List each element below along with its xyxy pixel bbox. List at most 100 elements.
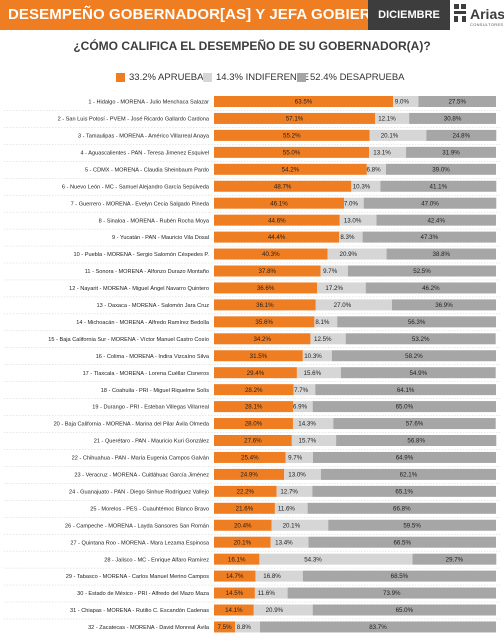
category-label: 4 - Aguascalientes - PAN - Teresa Jimene…: [80, 150, 209, 156]
bar-desaprueba: [380, 180, 497, 192]
bar-aprueba: [214, 96, 394, 107]
data-label-desaprueba: 47.0%: [421, 200, 439, 207]
category-label: 22 - Chihuahua - PAN - María Eugenia Cam…: [72, 456, 209, 462]
category-label: 23 - Veracruz - MORENA - Cuitláhuac Garc…: [74, 473, 209, 479]
data-label-desaprueba: 56.8%: [407, 438, 425, 445]
data-label-desaprueba: 47.3%: [421, 234, 439, 241]
category-label: 17 - Tlaxcala - MORENA - Lorena Cuéllar …: [83, 371, 210, 377]
category-label: 16 - Colima - MORENA - Indira Vizcaíno S…: [96, 354, 210, 360]
bar-aprueba: [214, 316, 315, 328]
bar-indiferente: [315, 299, 392, 311]
category-label: 11 - Sonora - MORENA - Alfonzo Durazo Mo…: [85, 269, 209, 275]
data-label-desaprueba: 42.4%: [427, 217, 445, 224]
bar-indiferente: [253, 604, 313, 616]
data-label-desaprueba: 59.5%: [403, 522, 421, 529]
arias-logo: Arias CONSULTORES: [452, 1, 504, 29]
category-label: 28 - Jalisco - MC - Enrique Alfaro Ramír…: [104, 557, 209, 563]
data-label-indiferente: 7.0%: [344, 200, 359, 207]
data-label-indiferente: 16.8%: [263, 573, 281, 580]
legend-swatch-desaprueba: [297, 72, 306, 82]
bar-desaprueba: [345, 333, 496, 345]
category-label: 15 - Baja California Sur - MORENA - Víct…: [48, 337, 209, 343]
chart-legend: 33.2% APRUEBA 14.3% INDIFERENTE 52.4% DE…: [0, 70, 504, 84]
data-label-indiferente: 6.9%: [293, 404, 308, 411]
data-label-aprueba: 24.9%: [240, 472, 258, 479]
data-label-indiferente: 8.1%: [315, 319, 330, 326]
legend-item-desaprueba: 52.4% DESAPRUEBA: [297, 70, 405, 84]
category-label: 29 - Tabasco - MORENA - Carlos Manuel Me…: [66, 574, 209, 580]
category-label: 2 - San Luis Potosí - PVEM - José Ricard…: [58, 117, 210, 123]
data-label-aprueba: 55.0%: [283, 149, 301, 156]
bar-indiferente: [255, 570, 303, 582]
category-label: 25 - Morelos - PES - Cuauhtémoc Blanco B…: [90, 506, 209, 512]
data-label-aprueba: 28.1%: [245, 404, 263, 411]
bar-indiferente: [270, 536, 309, 548]
data-label-indiferente: 20.1%: [381, 133, 399, 140]
data-label-desaprueba: 66.5%: [393, 539, 411, 546]
bar-aprueba: [214, 502, 275, 514]
bar-aprueba: [214, 519, 272, 531]
data-label-indiferente: 8.8%: [237, 624, 252, 631]
bar-desaprueba: [320, 468, 496, 480]
data-label-aprueba: 29.4%: [247, 370, 265, 377]
bar-aprueba: [214, 401, 294, 413]
data-label-aprueba: 34.2%: [253, 336, 271, 343]
data-label-aprueba: 55.2%: [283, 133, 301, 140]
data-label-desaprueba: 38.8%: [433, 251, 451, 258]
data-label-desaprueba: 24.8%: [453, 133, 471, 140]
bar-indiferente: [375, 112, 410, 124]
bar-aprueba: [214, 197, 345, 209]
bar-indiferente: [310, 333, 346, 345]
bar-indiferente: [366, 163, 387, 175]
bar-indiferente: [276, 485, 313, 497]
legend-label-aprueba: 33.2% APRUEBA: [129, 71, 204, 83]
bar-aprueba: [214, 604, 254, 616]
bar-aprueba: [214, 570, 256, 582]
data-label-indiferente: 27.0%: [334, 302, 352, 309]
data-label-desaprueba: 56.3%: [408, 319, 426, 326]
category-label: 5 - CDMX - MORENA - Claudia Sheinbaum Pa…: [85, 167, 209, 173]
data-label-aprueba: 20.1%: [234, 539, 252, 546]
data-label-aprueba: 31.5%: [250, 353, 268, 360]
bar-aprueba: [214, 214, 340, 226]
chart-title: ¿CÓMO CALIFICA EL DESEMPEÑO DE SU GOBERN…: [73, 39, 431, 53]
data-label-aprueba: 57.1%: [286, 116, 304, 123]
data-label-indiferente: 20.9%: [340, 251, 358, 258]
data-label-aprueba: 14.1%: [225, 607, 243, 614]
category-label: 19 - Durango - PRI - Esteban Villegas Vi…: [92, 405, 209, 411]
data-label-indiferente: 54.3%: [304, 556, 322, 563]
bar-desaprueba: [391, 299, 496, 311]
data-label-aprueba: 44.6%: [268, 217, 286, 224]
bar-aprueba: [214, 265, 321, 277]
bar-indiferente: [271, 519, 329, 531]
data-label-aprueba: 21.6%: [236, 505, 254, 512]
data-label-aprueba: 7.5%: [218, 624, 233, 631]
category-label: 24 - Guanajuato - PAN - Diego Sinhue Rod…: [69, 489, 209, 495]
data-label-aprueba: 54.2%: [282, 166, 300, 173]
bar-desaprueba: [287, 587, 496, 599]
bar-indiferente: [274, 502, 308, 514]
bar-desaprueba: [336, 435, 497, 446]
header: DESEMPEÑO GOBERNADOR[AS] Y JEFA GOBIERNO…: [0, 0, 504, 51]
data-label-desaprueba: 46.2%: [422, 285, 440, 292]
bar-indiferente: [293, 384, 316, 396]
data-label-indiferente: 12.5%: [314, 336, 332, 343]
category-label: 21 - Querétaro - PAN - Mauricio Kuri Gon…: [94, 439, 209, 445]
bar-desaprueba: [347, 265, 496, 277]
bar-desaprueba: [409, 112, 496, 124]
data-label-aprueba: 28.2%: [245, 387, 263, 394]
bar-desaprueba: [312, 604, 496, 616]
bar-desaprueba: [331, 350, 496, 362]
bar-desaprueba: [365, 282, 496, 294]
data-label-indiferente: 15.7%: [299, 438, 317, 445]
bar-indiferente: [293, 401, 313, 413]
data-label-indiferente: 12.1%: [378, 116, 396, 123]
data-label-aprueba: 14.7%: [226, 573, 244, 580]
bar-aprueba: [214, 621, 236, 633]
data-label-desaprueba: 53.2%: [412, 336, 430, 343]
legend-label-indiferente: 14.3% INDIFERENTE: [216, 71, 309, 83]
data-label-aprueba: 63.5%: [295, 99, 313, 106]
data-label-aprueba: 14.5%: [226, 590, 244, 597]
bar-desaprueba: [308, 536, 496, 548]
data-label-desaprueba: 31.9%: [442, 149, 460, 156]
